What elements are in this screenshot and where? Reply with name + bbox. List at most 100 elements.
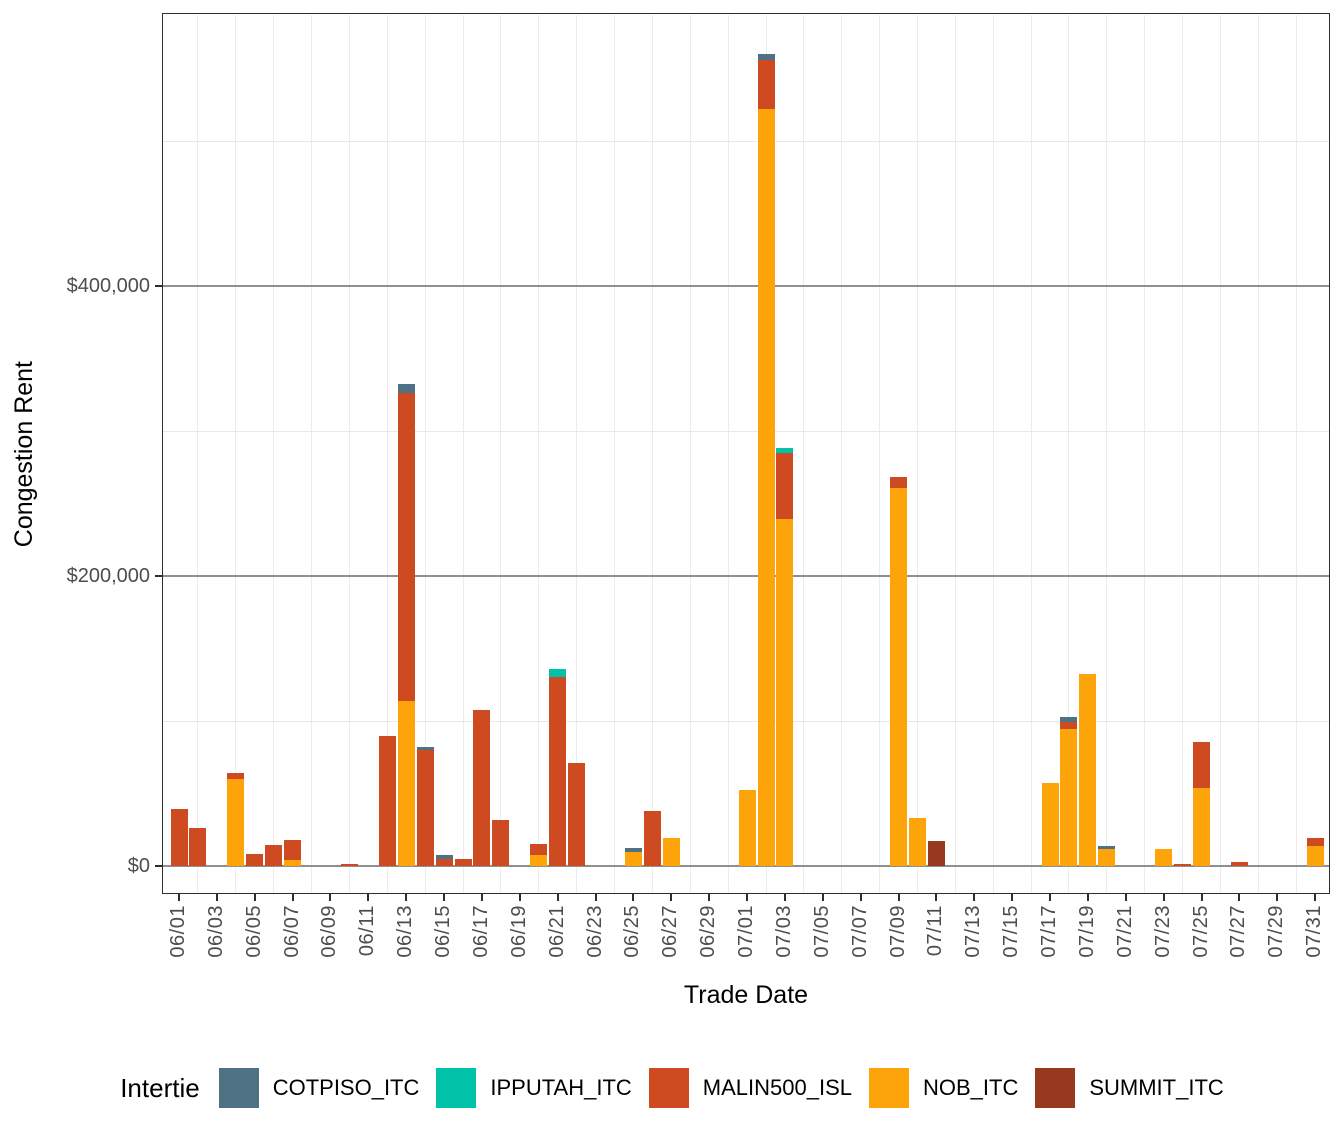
bar-07-11-summit_itc bbox=[927, 841, 945, 866]
bar-07-17-nob_itc bbox=[1041, 782, 1059, 866]
bar-06-06-malin500_isl bbox=[265, 844, 283, 866]
bar-06-17-malin500_isl bbox=[473, 710, 491, 866]
legend-label-malin500_isl: MALIN500_ISL bbox=[702, 1075, 852, 1100]
legend-label-nob_itc: NOB_ITC bbox=[922, 1075, 1019, 1100]
x-axis-tick-label: 07/11 bbox=[924, 905, 947, 957]
gridline-vertical-minor bbox=[235, 15, 237, 893]
gridline-horizontal-major bbox=[163, 865, 1329, 867]
bar-06-13-nob_itc bbox=[397, 700, 415, 866]
bar-07-31-nob_itc bbox=[1306, 845, 1324, 866]
bar-07-25-malin500_isl bbox=[1193, 742, 1211, 788]
x-axis-tick bbox=[443, 894, 446, 901]
bar-07-25-nob_itc bbox=[1193, 787, 1211, 866]
gridline-vertical-minor bbox=[576, 15, 578, 893]
gridline-horizontal-minor bbox=[163, 140, 1329, 142]
x-axis-tick bbox=[783, 894, 786, 901]
x-axis-tick-label: 06/29 bbox=[697, 905, 720, 958]
bar-06-07-nob_itc bbox=[284, 860, 302, 866]
gridline-vertical-minor bbox=[197, 15, 199, 893]
bar-06-20-nob_itc bbox=[530, 855, 548, 866]
bar-07-09-malin500_isl bbox=[890, 477, 908, 488]
x-axis-tick bbox=[973, 894, 976, 901]
x-axis-tick-label: 07/17 bbox=[1038, 905, 1061, 958]
x-axis-tick-label: 07/07 bbox=[848, 905, 871, 958]
y-axis-title-box: Congestion Rent bbox=[6, 15, 42, 893]
y-axis-tick bbox=[155, 865, 163, 867]
bar-07-20-cotpiso_itc bbox=[1098, 845, 1116, 849]
bar-06-18-malin500_isl bbox=[492, 819, 510, 866]
x-axis-tick bbox=[935, 894, 938, 901]
bar-06-14-cotpiso_itc bbox=[416, 747, 434, 750]
x-axis-tick bbox=[518, 894, 521, 901]
y-axis-tick-label: $400,000 bbox=[66, 275, 150, 297]
bar-06-14-malin500_isl bbox=[416, 750, 434, 866]
legend: Intertie COTPISO_ITC IPPUTAH_ITC MALIN500_… bbox=[0, 1062, 1344, 1114]
x-axis-tick-label: 07/15 bbox=[1000, 905, 1023, 958]
x-axis-tick-label: 06/13 bbox=[394, 905, 417, 958]
legend-item-malin500_isl: MALIN500_ISL bbox=[648, 1068, 852, 1108]
gridline-vertical-minor bbox=[954, 15, 956, 893]
x-axis-tick-label: 07/23 bbox=[1151, 905, 1174, 958]
y-axis-tick bbox=[155, 285, 163, 287]
bar-07-18-malin500_isl bbox=[1060, 721, 1078, 729]
bar-07-03-ipputah_itc bbox=[776, 448, 794, 454]
gridline-vertical-minor bbox=[917, 15, 918, 893]
gridline-vertical-minor bbox=[689, 15, 691, 893]
x-axis-title: Trade Date bbox=[683, 981, 809, 1009]
gridline-vertical-minor bbox=[386, 15, 388, 893]
x-axis-tick bbox=[1049, 894, 1052, 901]
x-axis-tick bbox=[367, 894, 370, 901]
x-axis-tick bbox=[253, 894, 256, 901]
x-axis-tick bbox=[1011, 894, 1014, 901]
bar-07-27-malin500_isl bbox=[1230, 862, 1248, 866]
y-axis-tick-label: $200,000 bbox=[66, 565, 150, 587]
gridline-vertical-minor bbox=[803, 15, 805, 893]
gridline-vertical-minor bbox=[879, 15, 881, 893]
x-axis-tick-label: 06/23 bbox=[583, 905, 606, 958]
gridline-vertical-minor bbox=[651, 15, 653, 893]
x-axis-tick-label: 06/05 bbox=[242, 905, 265, 958]
x-axis-tick bbox=[1086, 894, 1089, 901]
x-axis-tick bbox=[594, 894, 597, 901]
x-axis-tick-label: 06/09 bbox=[318, 905, 341, 958]
x-axis-tick-label: 06/03 bbox=[204, 905, 227, 958]
x-axis-tick bbox=[859, 894, 862, 901]
bar-06-21-malin500_isl bbox=[549, 676, 567, 866]
bar-07-09-nob_itc bbox=[890, 487, 908, 866]
bar-07-03-malin500_isl bbox=[776, 453, 794, 520]
x-axis-tick bbox=[1162, 894, 1165, 901]
x-axis-tick bbox=[480, 894, 483, 901]
bar-07-31-malin500_isl bbox=[1306, 838, 1324, 846]
bar-06-21-ipputah_itc bbox=[549, 668, 567, 677]
x-axis-tick-label: 07/27 bbox=[1227, 905, 1250, 958]
gridline-vertical-minor bbox=[841, 15, 843, 893]
legend-item-nob_itc: NOB_ITC bbox=[868, 1068, 1019, 1108]
x-axis-tick bbox=[1238, 894, 1241, 901]
legend-item-cotpiso_itc: COTPISO_ITC bbox=[218, 1068, 420, 1108]
x-axis-tick bbox=[215, 894, 218, 901]
gridline-vertical-minor bbox=[1106, 15, 1108, 893]
gridline-vertical-minor bbox=[538, 15, 540, 893]
gridline-vertical-minor bbox=[1030, 15, 1032, 893]
bar-06-10-malin500_isl bbox=[340, 863, 358, 866]
x-axis-tick bbox=[1200, 894, 1203, 901]
bar-06-04-nob_itc bbox=[227, 779, 245, 866]
x-axis-tick bbox=[708, 894, 711, 901]
x-axis-tick-label: 07/03 bbox=[772, 905, 795, 958]
x-axis-tick-label: 07/25 bbox=[1189, 905, 1212, 958]
x-axis-tick-label: 07/29 bbox=[1265, 905, 1288, 958]
legend-title: Intertie bbox=[120, 1072, 200, 1103]
x-axis-tick bbox=[821, 894, 824, 901]
legend-label-cotpiso_itc: COTPISO_ITC bbox=[272, 1075, 420, 1100]
x-axis-tick bbox=[1276, 894, 1279, 901]
x-axis-tick-label: 06/21 bbox=[545, 905, 568, 958]
gridline-vertical-minor bbox=[614, 15, 616, 893]
gridline-vertical-minor bbox=[424, 15, 426, 893]
bar-07-02-cotpiso_itc bbox=[757, 54, 775, 60]
y-axis-title: Congestion Rent bbox=[9, 360, 38, 548]
legend-swatch-nob_itc bbox=[868, 1068, 909, 1108]
legend-item-summit_itc: SUMMIT_ITC bbox=[1035, 1068, 1224, 1108]
bar-06-26-malin500_isl bbox=[643, 810, 661, 866]
x-axis-tick-label: 07/01 bbox=[735, 905, 758, 958]
